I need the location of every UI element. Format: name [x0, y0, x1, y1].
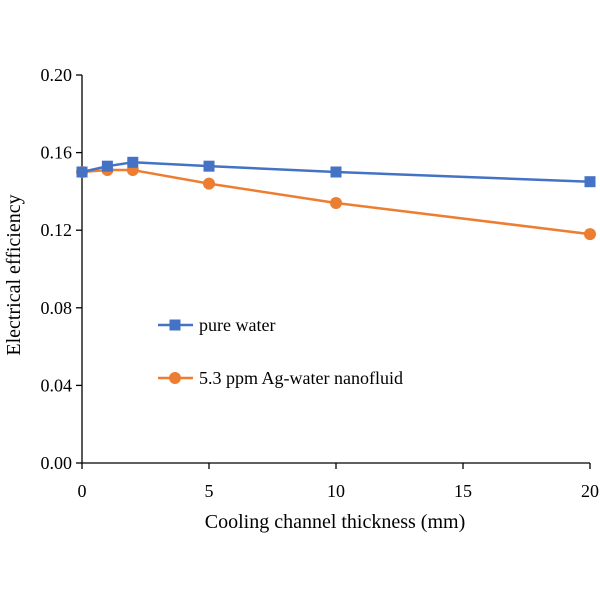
data-point-square: [101, 160, 113, 172]
x-tick-label: 15: [454, 481, 472, 501]
data-point-circle: [203, 177, 215, 190]
y-tick-label: 0.12: [41, 220, 73, 240]
legend-label-1: 5.3 ppm Ag-water nanofluid: [199, 368, 403, 388]
x-tick-label: 0: [78, 481, 87, 501]
x-tick-label: 10: [327, 481, 345, 501]
y-tick-label: 0.16: [41, 143, 73, 163]
data-point-square: [584, 176, 596, 188]
series-layer: [76, 156, 596, 241]
data-point-circle: [584, 228, 596, 241]
y-axis-title: Electrical efficiency: [3, 194, 25, 355]
data-point-square: [127, 156, 139, 168]
y-tick-label: 0.04: [41, 375, 73, 395]
y-tick-label: 0.20: [41, 65, 73, 85]
x-tick-label: 20: [581, 481, 599, 501]
data-point-square: [330, 166, 342, 178]
y-tick-label: 0.00: [41, 453, 73, 473]
data-point-square: [76, 166, 88, 178]
data-point-square: [203, 160, 215, 172]
data-point-circle: [330, 197, 342, 210]
x-axis-title: Cooling channel thickness (mm): [205, 511, 466, 533]
legend: pure water 5.3 ppm Ag-water nanofluid: [158, 315, 403, 388]
y-tick-label: 0.08: [41, 298, 73, 318]
axes: 0.00 0.04 0.08 0.12 0.16 0.20 0 5 10 15 20: [41, 65, 600, 501]
legend-marker-circle: [169, 372, 181, 384]
legend-label-0: pure water: [199, 315, 275, 335]
legend-marker-square: [169, 319, 181, 331]
x-tick-label: 5: [205, 481, 214, 501]
